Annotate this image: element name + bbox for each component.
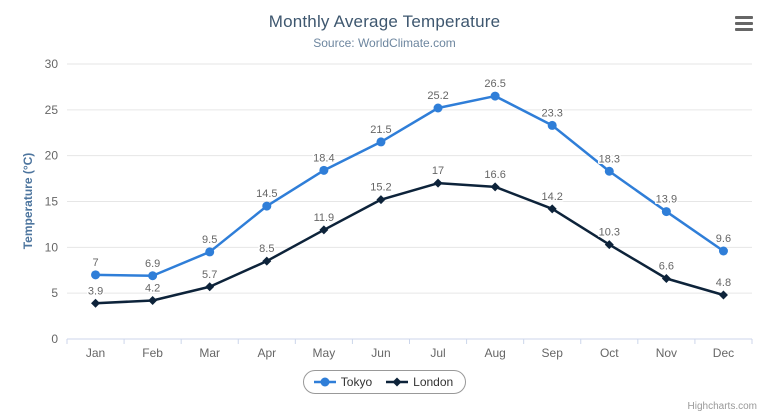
data-label: 6.9 [145, 258, 160, 270]
y-axis-label: 30 [45, 57, 59, 71]
data-label: 6.6 [659, 261, 674, 273]
x-axis-label: May [313, 346, 336, 360]
data-label: 16.6 [484, 169, 505, 181]
x-axis-label: Oct [600, 346, 619, 360]
point-london-aug[interactable] [490, 182, 500, 192]
point-tokyo-sep[interactable] [547, 120, 557, 130]
x-axis-label: Nov [656, 346, 677, 360]
point-tokyo-feb[interactable] [148, 271, 158, 281]
x-axis-label: Feb [142, 346, 163, 360]
data-label: 21.5 [370, 124, 391, 136]
point-tokyo-dec[interactable] [718, 246, 728, 256]
y-axis-label: 10 [45, 240, 59, 254]
highcharts-credit[interactable]: Highcharts.com [687, 401, 757, 412]
point-tokyo-jul[interactable] [433, 103, 443, 113]
series-london: 3.9 4.2 5.7 8.5 11.9 15.2 17 16.6 14.2 10.3 6.6 4.8 [86, 164, 733, 308]
legend-item-london[interactable]: London [386, 375, 453, 389]
hamburger-bar [735, 21, 753, 25]
legend-box: Tokyo London [302, 370, 467, 394]
point-london-feb[interactable] [148, 296, 158, 305]
hamburger-bar [735, 15, 753, 19]
legend: Tokyo London [0, 370, 769, 394]
data-label: 14.2 [541, 191, 562, 203]
data-label: 15.2 [370, 182, 391, 194]
y-axis-title: Temperature (°C) [21, 152, 35, 250]
x-axis-label: Jan [86, 346, 105, 360]
data-label: 4.2 [145, 283, 160, 295]
point-london-may[interactable] [319, 225, 329, 235]
point-london-sep[interactable] [547, 204, 557, 214]
y-axis-label: 5 [51, 286, 58, 300]
series-line-tokyo[interactable] [94, 94, 725, 277]
point-tokyo-apr[interactable] [262, 201, 272, 211]
data-label: 18.3 [599, 153, 620, 165]
point-tokyo-jan[interactable] [91, 270, 101, 280]
data-label: 17 [432, 165, 444, 177]
legend-item-tokyo[interactable]: Tokyo [313, 374, 373, 389]
point-london-apr[interactable] [262, 256, 272, 266]
data-label: 7 [92, 257, 98, 269]
y-axis-label: 20 [45, 149, 59, 163]
data-label: 23.3 [541, 107, 562, 119]
x-axis-label: Mar [199, 346, 220, 360]
data-label: 26.5 [484, 78, 505, 90]
diamond-marker-icon [386, 377, 409, 386]
data-label: 3.9 [88, 285, 103, 297]
chart-title: Monthly Average Temperature [268, 12, 501, 31]
point-tokyo-may[interactable] [319, 165, 329, 175]
legend-label: London [413, 374, 454, 389]
point-london-dec[interactable] [718, 290, 728, 300]
data-label: 18.4 [313, 152, 334, 164]
y-axis-label: 0 [51, 332, 58, 346]
data-label: 9.6 [716, 233, 731, 245]
data-label: 8.5 [259, 243, 274, 255]
hamburger-bar [735, 27, 753, 31]
data-label: 13.9 [656, 194, 677, 206]
point-tokyo-jun[interactable] [376, 137, 386, 147]
legend-label: Tokyo [340, 374, 373, 389]
x-axis-label: Apr [257, 346, 276, 360]
point-tokyo-aug[interactable] [490, 91, 500, 101]
x-axis-label: Jul [430, 346, 445, 360]
y-axis-label: 15 [45, 195, 59, 209]
point-london-jul[interactable] [433, 178, 443, 188]
data-label: 5.7 [202, 269, 217, 281]
x-axis-label: Dec [713, 346, 734, 360]
data-label: 10.3 [599, 227, 620, 239]
point-london-oct[interactable] [604, 240, 614, 250]
x-axis-label: Sep [542, 346, 564, 360]
point-tokyo-nov[interactable] [661, 207, 671, 217]
point-tokyo-mar[interactable] [205, 247, 215, 257]
circle-marker-icon [313, 377, 336, 386]
point-london-mar[interactable] [205, 282, 215, 292]
point-london-jun[interactable] [376, 195, 386, 205]
series-line-london[interactable] [94, 181, 725, 305]
y-axis-label: 25 [45, 103, 59, 117]
data-label: 14.5 [256, 188, 277, 200]
point-tokyo-oct[interactable] [604, 166, 614, 176]
data-label: 9.5 [202, 234, 217, 246]
x-axis-label: Jun [371, 346, 390, 360]
x-axis-label: Aug [484, 346, 505, 360]
point-london-nov[interactable] [661, 274, 671, 283]
data-label: 25.2 [427, 90, 448, 102]
data-label: 11.9 [314, 212, 335, 224]
point-london-jan[interactable] [91, 298, 101, 308]
series-tokyo: 7 6.9 9.5 14.5 18.4 21.5 25.2 26.5 23.3 18.3 13.9 9… [91, 77, 733, 281]
hamburger-menu-icon[interactable] [732, 12, 756, 34]
data-label: 4.8 [716, 277, 731, 289]
chart-subtitle: Source: WorldClimate.com [313, 36, 456, 50]
